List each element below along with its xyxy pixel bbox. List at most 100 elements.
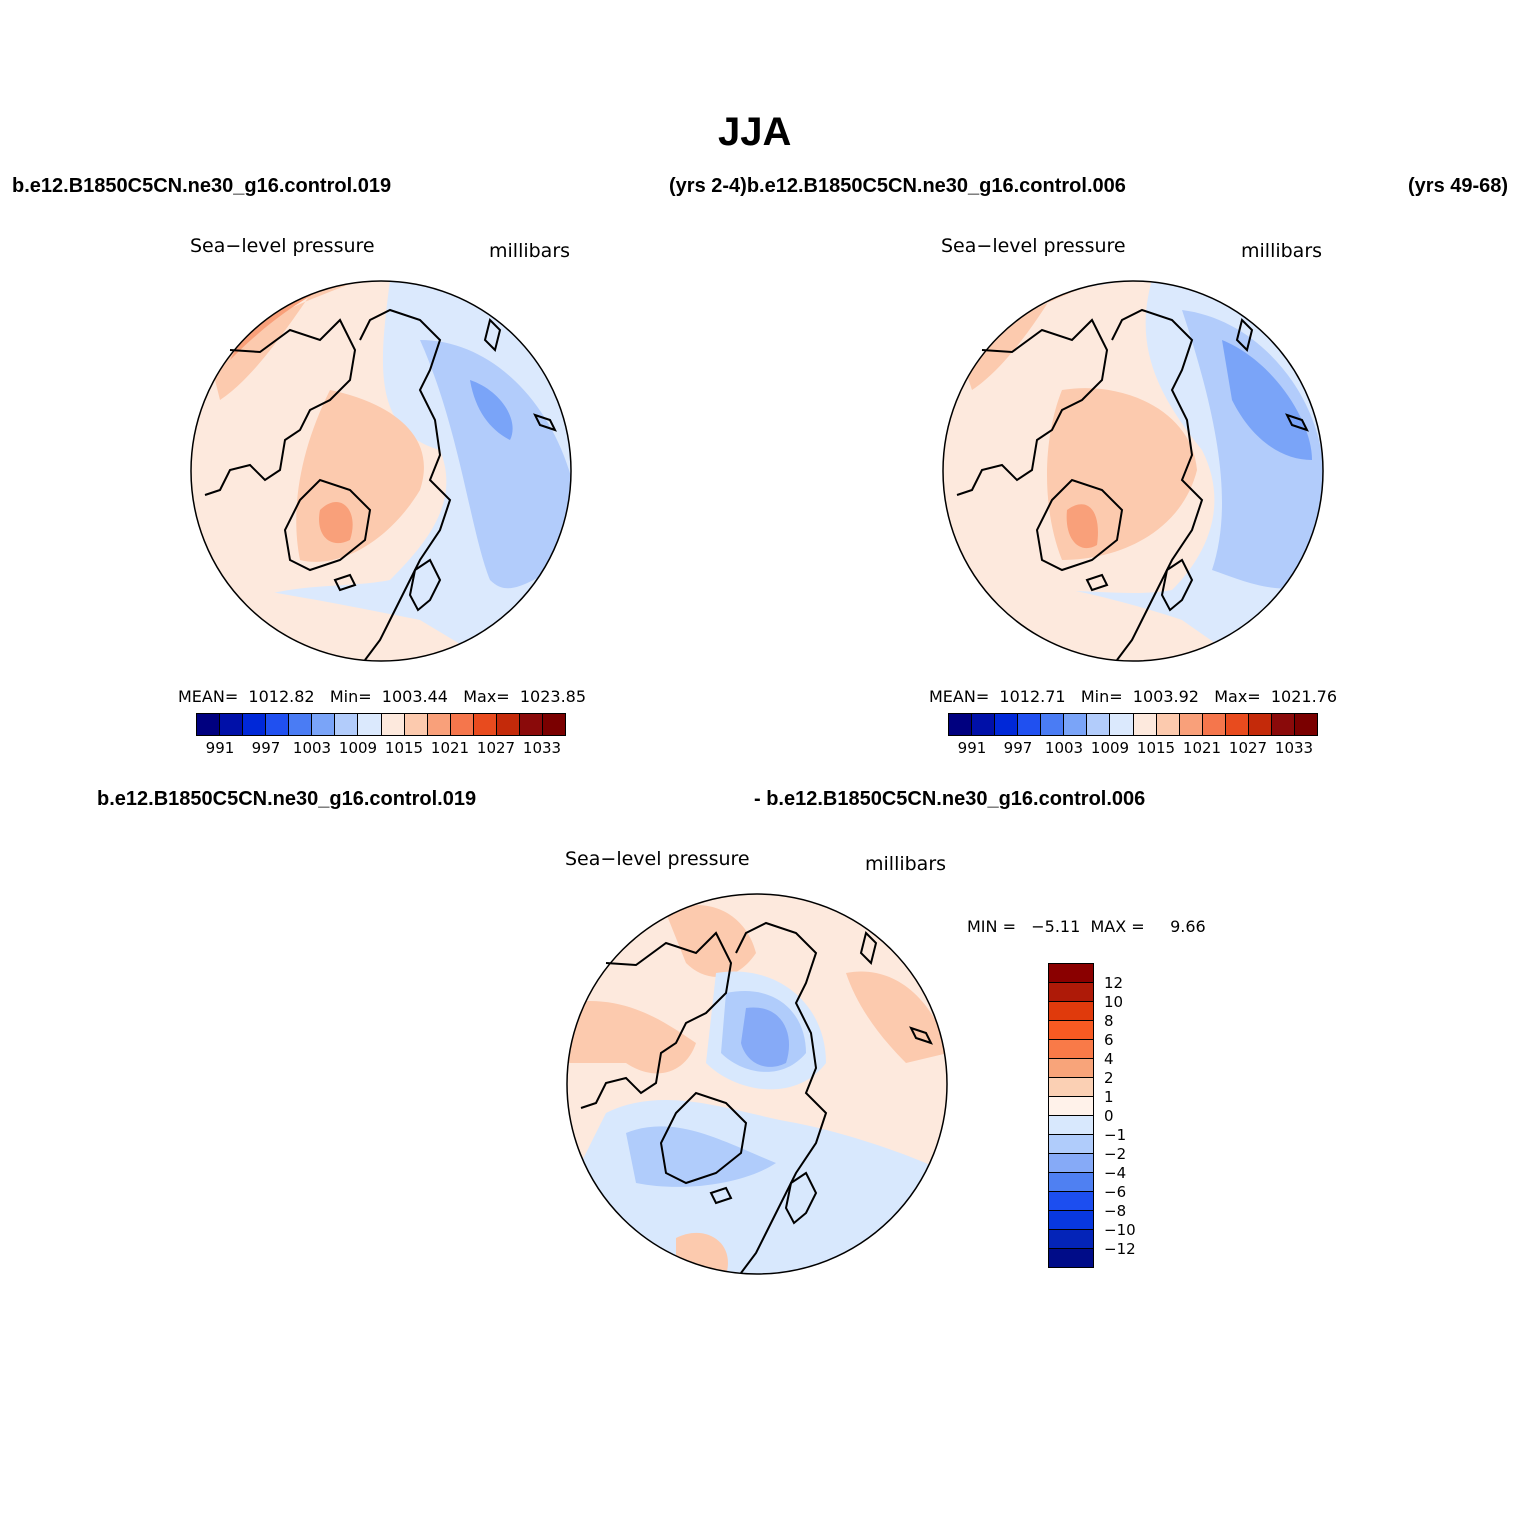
colorbar-tick-label: 6: [1104, 1031, 1114, 1049]
colorbar-swatch: [312, 714, 336, 735]
panel2-variable-label: Sea−level pressure: [941, 235, 1126, 257]
panel3-negative3-region: [741, 1007, 790, 1067]
colorbar-swatch: [1049, 1078, 1093, 1097]
colorbar-swatch: [1049, 1097, 1093, 1116]
colorbar-swatch: [1049, 1249, 1093, 1267]
colorbar-swatch: [381, 714, 405, 735]
panel3-map-border: [566, 893, 948, 1275]
colorbar-tick-label: −10: [1104, 1221, 1136, 1239]
colorbar-swatch: [995, 714, 1019, 735]
colorbar-tick-label: 1009: [1090, 739, 1130, 757]
panel1-coastlines: [204, 308, 557, 661]
panel3-coastlines: [580, 921, 933, 1274]
panel2-higher-region: [962, 281, 1197, 560]
colorbar-swatch: [1049, 1230, 1093, 1249]
colorbar-swatch: [473, 714, 497, 735]
colorbar-tick-label: −2: [1104, 1145, 1127, 1163]
panel2-units-label: millibars: [1241, 240, 1323, 262]
colorbar-tick-label: 1033: [1274, 739, 1314, 757]
colorbar-tick-label: 1003: [292, 739, 332, 757]
colorbar-tick-label: −6: [1104, 1183, 1127, 1201]
panel1-units-label: millibars: [489, 240, 571, 262]
colorbar-tick-label: 1027: [476, 739, 516, 757]
colorbar-swatch: [1041, 714, 1065, 735]
panel2-colorbar: [948, 713, 1318, 736]
colorbar-swatch: [1271, 714, 1295, 735]
diff-case-label-b: - b.e12.B1850C5CN.ne30_g16.control.006: [754, 788, 1146, 810]
colorbar-swatch: [1049, 964, 1093, 983]
colorbar-swatch: [450, 714, 474, 735]
colorbar-tick-label: 1009: [338, 739, 378, 757]
colorbar-tick-label: 991: [205, 739, 235, 757]
colorbar-swatch: [358, 714, 382, 735]
panel1-stats: MEAN= 1012.82 Min= 1003.44 Max= 1023.85: [178, 687, 587, 706]
colorbar-swatch: [542, 714, 565, 735]
panel3-units-label: millibars: [865, 853, 947, 875]
panel2-map-border: [942, 280, 1324, 662]
panel1-colorbar: [196, 713, 566, 736]
colorbar-tick-label: 1021: [430, 739, 470, 757]
colorbar-swatch: [335, 714, 359, 735]
panel3-polar-map: [566, 893, 948, 1275]
case-label-top-left: b.e12.B1850C5CN.ne30_g16.control.019: [12, 175, 392, 197]
panel3-variable-label: Sea−level pressure: [565, 848, 750, 870]
colorbar-swatch: [1156, 714, 1180, 735]
colorbar-tick-label: 4: [1104, 1050, 1114, 1068]
panel2-stats: MEAN= 1012.71 Min= 1003.92 Max= 1021.76: [929, 687, 1338, 706]
colorbar-swatch: [1049, 1192, 1093, 1211]
colorbar-tick-label: 991: [957, 739, 987, 757]
colorbar-swatch: [1049, 1173, 1093, 1192]
colorbar-swatch: [1133, 714, 1157, 735]
colorbar-swatch: [1049, 1116, 1093, 1135]
colorbar-swatch: [1179, 714, 1203, 735]
colorbar-swatch: [1049, 1059, 1093, 1078]
colorbar-swatch: [1049, 1154, 1093, 1173]
colorbar-tick-label: 997: [251, 739, 281, 757]
colorbar-tick-label: −4: [1104, 1164, 1127, 1182]
panel1-variable-label: Sea−level pressure: [190, 235, 375, 257]
panel2-lower-region: [1222, 340, 1312, 460]
colorbar-swatch: [1049, 1211, 1093, 1230]
colorbar-tick-label: 8: [1104, 1012, 1114, 1030]
colorbar-swatch: [1049, 983, 1093, 1002]
case-label-top-right: (yrs 49-68): [1408, 175, 1508, 197]
colorbar-tick-label: 1027: [1228, 739, 1268, 757]
colorbar-swatch: [197, 714, 221, 735]
colorbar-tick-label: 10: [1104, 993, 1124, 1011]
colorbar-tick-label: 1033: [522, 739, 562, 757]
colorbar-swatch: [220, 714, 244, 735]
colorbar-swatch: [1064, 714, 1088, 735]
figure-title: JJA: [718, 110, 792, 154]
colorbar-tick-label: 0: [1104, 1107, 1114, 1125]
colorbar-tick-label: −1: [1104, 1126, 1127, 1144]
panel2-highest-region: [982, 281, 1098, 549]
colorbar-swatch: [1087, 714, 1111, 735]
panel3-stats: MIN = −5.11 MAX = 9.66: [967, 917, 1206, 936]
colorbar-swatch: [1294, 714, 1317, 735]
case-label-top-middle: (yrs 2-4)b.e12.B1850C5CN.ne30_g16.contro…: [669, 175, 1126, 197]
panel1-highest-region: [230, 281, 353, 544]
colorbar-swatch: [1049, 1021, 1093, 1040]
colorbar-swatch: [289, 714, 313, 735]
panel3-colorbar: [1048, 963, 1094, 1268]
panel1-lower-region: [470, 380, 513, 440]
colorbar-swatch: [496, 714, 520, 735]
colorbar-tick-label: −12: [1104, 1240, 1136, 1258]
colorbar-swatch: [1248, 714, 1272, 735]
colorbar-tick-label: 1015: [384, 739, 424, 757]
colorbar-tick-label: 1: [1104, 1088, 1114, 1106]
colorbar-swatch: [1018, 714, 1042, 735]
colorbar-swatch: [519, 714, 543, 735]
panel2-coastlines: [956, 308, 1309, 661]
colorbar-tick-label: 997: [1003, 739, 1033, 757]
panel3-positive-region: [567, 905, 947, 1074]
colorbar-swatch: [1049, 1040, 1093, 1059]
colorbar-swatch: [243, 714, 267, 735]
colorbar-swatch: [1049, 1135, 1093, 1154]
colorbar-swatch: [1225, 714, 1249, 735]
panel2-polar-map: [942, 280, 1324, 662]
colorbar-swatch: [427, 714, 451, 735]
panel2-low-region: [1182, 310, 1323, 589]
colorbar-tick-label: 1003: [1044, 739, 1084, 757]
panel1-low-region: [420, 340, 571, 589]
